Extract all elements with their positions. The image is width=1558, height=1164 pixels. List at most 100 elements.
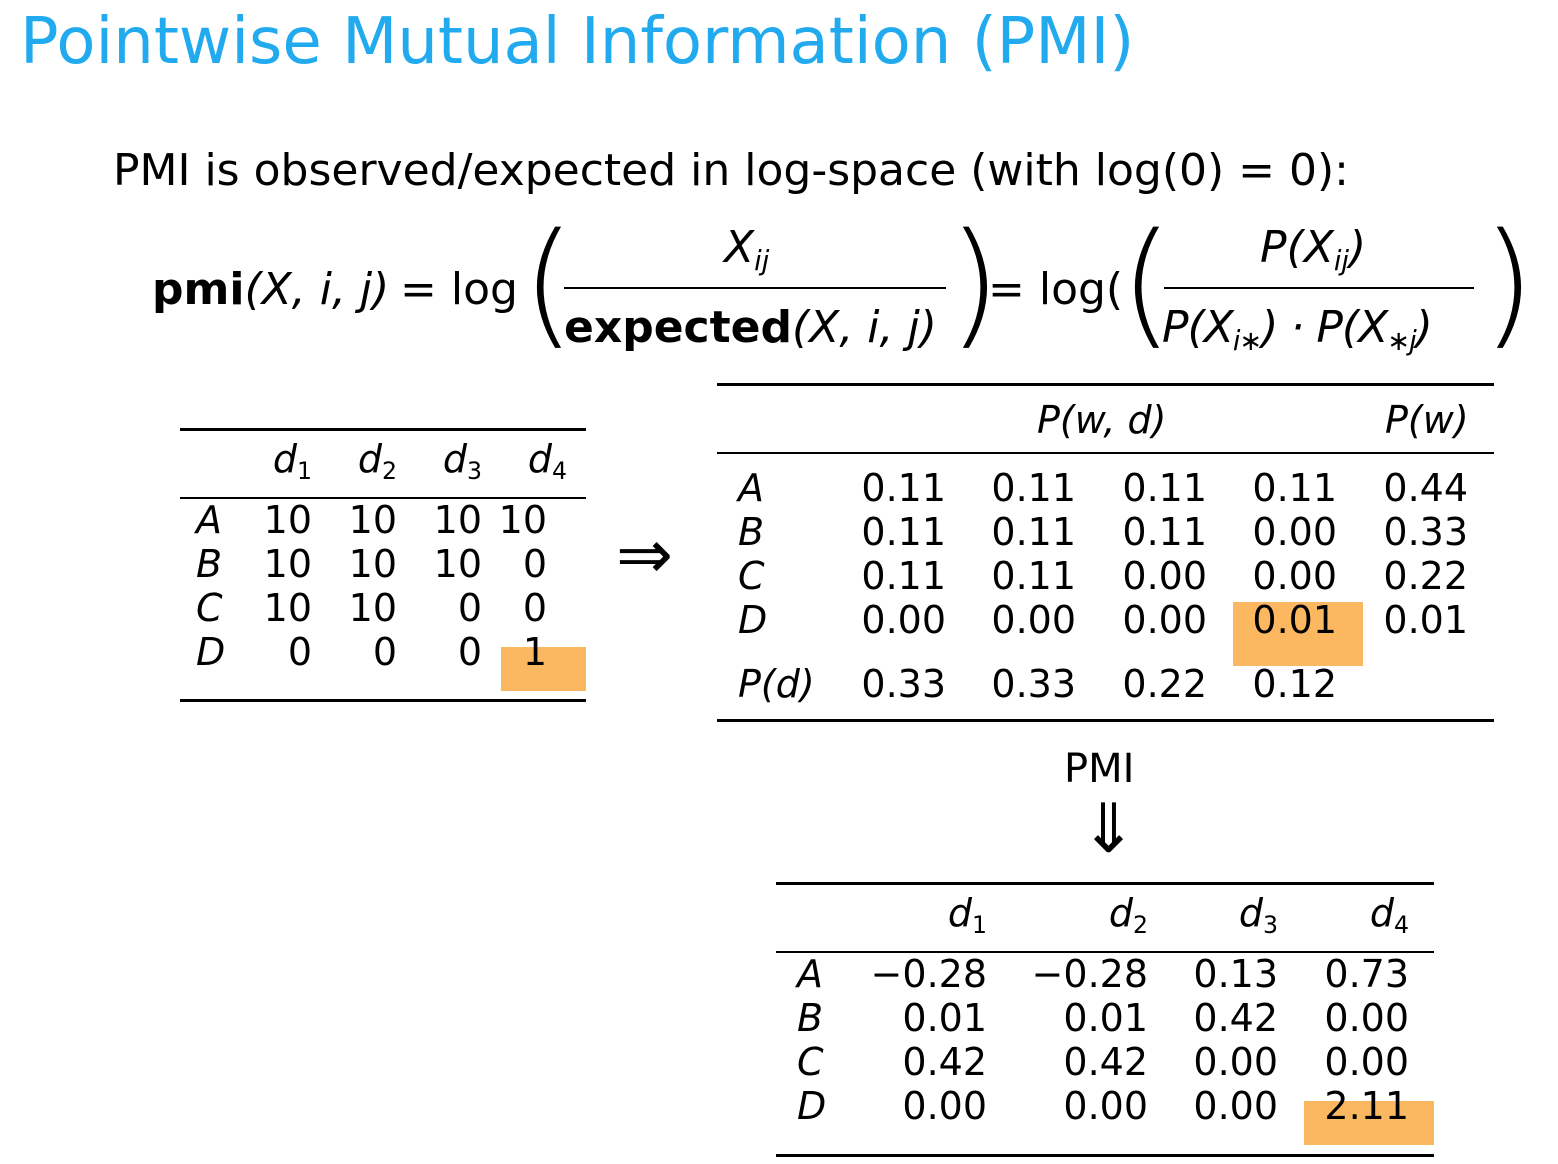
pd-label: P(d) [738, 662, 815, 706]
formula-lhs: pmi(X, i, j) [152, 264, 389, 315]
intro-text: PMI is observed/expected in log-space (w… [113, 145, 1349, 196]
num1-var: X [724, 222, 755, 273]
cell: 0.11 [861, 466, 946, 510]
cell: 10 [263, 586, 312, 630]
probs-top-rule [717, 383, 1494, 386]
formula-paren-left-2: ( [1120, 205, 1174, 363]
den2-mid: ) · P(X [1261, 302, 1388, 353]
row-label: B [738, 510, 765, 554]
cell: 0.00 [1193, 1040, 1278, 1084]
cell: 10 [498, 498, 547, 542]
table-row: B 10 10 10 0 [196, 542, 567, 586]
pmi-header-corner [797, 886, 867, 952]
row-label: B [196, 542, 223, 586]
cell-pw: 0.01 [1383, 598, 1468, 642]
cell-highlighted: 2.11 [1324, 1084, 1409, 1128]
cell: −0.28 [1031, 952, 1148, 996]
cell-highlighted: 1 [522, 630, 547, 674]
cell: 0.01 [902, 996, 987, 1040]
counts-bottom-rule [180, 699, 586, 702]
cell: 10 [263, 542, 312, 586]
row-label: D [797, 1084, 827, 1128]
cell: 0.11 [1252, 466, 1337, 510]
den2-b-sub: ∗j [1387, 326, 1416, 358]
pmi-header-d3: d3 [1238, 890, 1278, 940]
cell: 0.00 [1252, 510, 1337, 554]
cell: −0.28 [870, 952, 987, 996]
cell: 0.00 [1324, 996, 1409, 1040]
table-row: D 0.00 0.00 0.00 2.11 [797, 1084, 1409, 1128]
cell: 0.42 [1063, 1040, 1148, 1084]
cell: 0.00 [861, 598, 946, 642]
table-row: C 0.11 0.11 0.00 0.00 0.22 [738, 554, 1468, 598]
right-double-arrow-icon: ⇒ [616, 516, 673, 595]
counts-header-corner [196, 432, 252, 498]
table-row: A 10 10 10 10 [196, 498, 567, 542]
num2: P(X [1260, 222, 1334, 273]
cell: 0 [522, 586, 547, 630]
pmi-header-d1: d1 [947, 890, 987, 940]
word-prob-header: P(w) [1385, 398, 1469, 442]
table-row: C 0.42 0.42 0.00 0.00 [797, 1040, 1409, 1084]
cell: 0 [457, 586, 482, 630]
formula-eq1: = log [400, 264, 518, 315]
probs-bottom-rule [717, 719, 1494, 722]
pmi-top-rule [776, 882, 1434, 885]
row-label: A [196, 498, 222, 542]
counts-table: d1 d2 d3 d4 A 10 10 10 10 B 10 10 10 0 C 10 10 0 0 D… [196, 432, 567, 674]
counts-top-rule [180, 428, 586, 431]
pmi-header-d4: d4 [1369, 890, 1409, 940]
joint-prob-header: P(w, d) [1037, 398, 1167, 442]
row-label: C [196, 586, 223, 630]
probs-mid-rule [717, 452, 1494, 454]
slide-title: Pointwise Mutual Information (PMI) [20, 5, 1135, 79]
cell: 0.73 [1324, 952, 1409, 996]
counts-mid-rule [180, 497, 586, 499]
counts-header-d2: d2 [357, 436, 397, 486]
pmi-header-d2: d2 [1108, 890, 1148, 940]
den1-args: (X, i, j) [792, 302, 937, 353]
cell: 0.00 [1122, 598, 1207, 642]
counts-header-d1: d1 [272, 436, 312, 486]
row-label: B [797, 996, 824, 1040]
cell-pw: 0.44 [1383, 466, 1468, 510]
pmi-mid-rule [776, 951, 1434, 953]
formula-paren-right-2: ) [1482, 205, 1536, 363]
formula-numerator-2: P(Xij) [1260, 222, 1366, 277]
row-label: A [738, 466, 764, 510]
cell: 0.00 [902, 1084, 987, 1128]
formula-numerator-1: Xij [724, 222, 769, 277]
cell: 0.11 [1122, 510, 1207, 554]
formula-pmi-name: pmi [152, 264, 245, 315]
formula-paren-right-1: ) [948, 205, 1002, 363]
pmi-label: PMI [1064, 746, 1135, 792]
table-row: A 0.11 0.11 0.11 0.11 0.44 [738, 466, 1468, 510]
cell: 0.00 [1193, 1084, 1278, 1128]
cell-pw: 0.22 [1383, 554, 1468, 598]
counts-header-d4: d4 [527, 436, 567, 486]
cell: 0 [522, 542, 547, 586]
cell: 0.11 [861, 510, 946, 554]
pmi-table: d1 d2 d3 d4 A −0.28 −0.28 0.13 0.73 B 0.01 0.0… [797, 886, 1409, 1128]
cell: 0 [372, 630, 397, 674]
cell: 0.00 [1252, 554, 1337, 598]
row-label: D [196, 630, 226, 674]
cell: 0.00 [1063, 1084, 1148, 1128]
cell: 10 [433, 498, 482, 542]
cell: 0.12 [1252, 662, 1337, 706]
pmi-formula: pmi(X, i, j) = log ( Xij expected(X, i, … [152, 216, 1535, 358]
cell-pw: 0.33 [1383, 510, 1468, 554]
row-label: C [797, 1040, 824, 1084]
probs-highlight-D-d4 [1233, 602, 1363, 666]
empty-cell [1337, 642, 1468, 726]
table-row-pd: P(d) 0.33 0.33 0.22 0.12 [738, 642, 1468, 726]
formula-denominator-1: expected(X, i, j) [564, 302, 937, 353]
probs-table: A 0.11 0.11 0.11 0.11 0.44 B 0.11 0.11 0.11 0.00 0… [738, 466, 1468, 726]
cell: 0 [457, 630, 482, 674]
cell: 0.13 [1193, 952, 1278, 996]
cell: 10 [348, 586, 397, 630]
cell: 0.00 [1122, 554, 1207, 598]
cell: 0.22 [1122, 662, 1207, 706]
row-label: D [738, 598, 768, 642]
